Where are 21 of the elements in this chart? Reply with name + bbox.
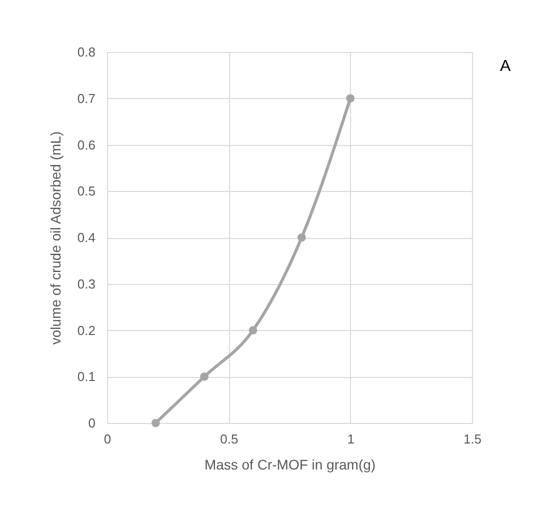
- y-tick-label: 0.7: [77, 90, 96, 106]
- x-tick-label: 1: [347, 432, 354, 446]
- point: [151, 418, 160, 428]
- text: A: [500, 58, 511, 76]
- y-tick-label: 0.3: [77, 276, 96, 292]
- y-tick-label: 0.2: [77, 322, 96, 338]
- point: [346, 94, 355, 103]
- x-axis-title: Mass of Cr-MOF in gram(g): [204, 456, 376, 472]
- y-tick-label: 0.8: [77, 44, 96, 60]
- y-tick-label: 0.6: [77, 137, 96, 152]
- point: [200, 372, 209, 381]
- y-tick-label: 0.4: [77, 230, 96, 245]
- x-tick-label: 0: [104, 432, 112, 446]
- y-tick-label: 0.1: [77, 369, 96, 384]
- y-tick-label: 0.5: [77, 184, 96, 199]
- y-tick-label: 0: [88, 416, 96, 430]
- x-tick-label: 1.5: [463, 432, 482, 446]
- point: [297, 233, 306, 242]
- y-axis-title: volume of crude oil Adsorbed (mL): [47, 131, 64, 345]
- x-tick-label: 0.5: [220, 432, 238, 446]
- point: [248, 326, 258, 334]
